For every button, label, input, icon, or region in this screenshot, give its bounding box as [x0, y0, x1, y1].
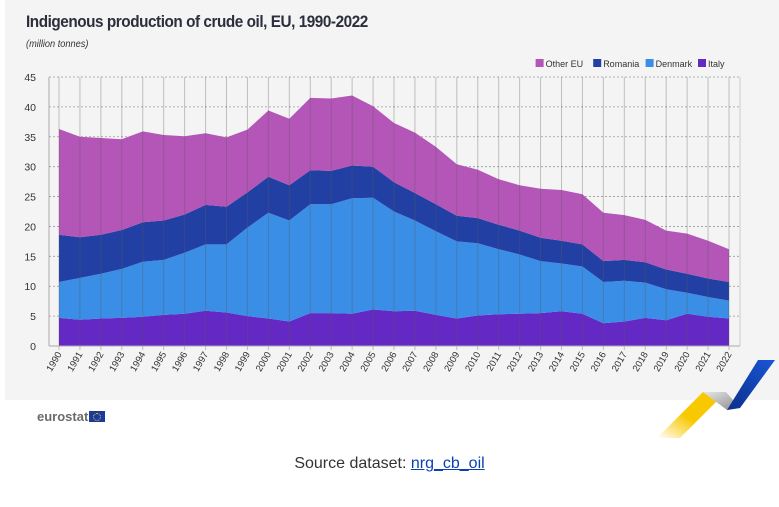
y-tick-label: 35 [24, 132, 36, 144]
x-tick-label: 2002 [296, 350, 316, 374]
y-tick-label: 10 [24, 281, 36, 293]
x-tick-label: 2018 [631, 350, 651, 374]
area-denmark [59, 197, 729, 324]
decorative-ribbon-icon [657, 360, 775, 438]
x-tick-label: 2007 [400, 350, 420, 374]
x-tick-label: 2013 [526, 350, 546, 374]
legend-swatch [593, 59, 602, 67]
legend-label: Romania [603, 59, 639, 69]
logo-text: eurostat [37, 409, 89, 424]
x-tick-label: 2008 [421, 350, 441, 374]
legend-swatch [535, 59, 544, 67]
source-dataset-link[interactable]: nrg_cb_oil [410, 455, 485, 472]
x-tick-label: 2004 [338, 350, 358, 374]
y-tick-label: 15 [24, 251, 36, 263]
x-tick-label: 2000 [254, 350, 274, 374]
area-series [59, 95, 729, 346]
y-tick-label: 40 [24, 102, 36, 114]
legend-item-denmark[interactable]: Denmark [645, 59, 693, 69]
x-tick-label: 1999 [233, 350, 253, 374]
vertical-grid-lines [58, 77, 741, 350]
x-tick-label: 1995 [149, 350, 169, 374]
legend-item-other-eu[interactable]: Other EU [535, 59, 584, 69]
y-tick-label: 45 [24, 72, 36, 84]
legend-item-romania[interactable]: Romania [593, 59, 639, 69]
x-tick-label: 2015 [568, 350, 588, 374]
x-tick-label: 2014 [547, 350, 567, 374]
y-tick-label: 25 [24, 192, 36, 204]
x-tick-label: 1994 [128, 350, 148, 374]
y-tick-label: 5 [30, 311, 36, 323]
x-tick-label: 1992 [86, 350, 106, 374]
x-tick-label: 1997 [191, 350, 211, 374]
eurostat-logo: eurostat [37, 409, 106, 424]
area-italy [59, 309, 729, 346]
x-tick-label: 2011 [485, 350, 505, 373]
x-tick-label: 1998 [212, 350, 232, 374]
x-tick-label: 2003 [317, 350, 337, 374]
area-other-eu [59, 95, 729, 282]
x-tick-label: 2009 [442, 350, 462, 374]
source-label: Source dataset: [294, 455, 411, 472]
eu-flag-icon [89, 411, 106, 422]
x-tick-label: 1996 [170, 350, 190, 374]
chart-title: Indigenous production of crude oil, EU, … [26, 12, 368, 31]
axes [48, 77, 740, 347]
y-tick-label: 0 [30, 341, 36, 353]
y-tick-labels: 0 5 10 15 20 25 30 35 40 45 [24, 72, 36, 353]
area-romania [59, 165, 729, 301]
legend-label: Other EU [546, 59, 584, 69]
x-tick-label: 2012 [505, 350, 525, 374]
legend-label: Denmark [656, 59, 693, 69]
x-tick-label: 2010 [463, 350, 483, 374]
x-tick-label: 2005 [359, 350, 379, 374]
y-tick-label: 30 [24, 162, 36, 174]
legend-swatch [645, 59, 654, 67]
x-tick-label: 2001 [275, 350, 295, 374]
x-tick-label: 1993 [107, 350, 127, 374]
legend: Other EU Romania Denmark Italy [535, 59, 725, 69]
x-tick-labels: 1990 1991 1992 1993 1994 1995 1996 1997 1998 1999… [45, 350, 735, 374]
x-tick-label: 2006 [380, 350, 400, 374]
x-tick-label: 2016 [589, 350, 609, 374]
x-tick-label: 2017 [610, 350, 630, 374]
chart-subtitle: (million tonnes) [26, 39, 89, 50]
legend-swatch [698, 59, 706, 67]
legend-label: Italy [708, 59, 725, 69]
x-tick-label: 1991 [65, 350, 85, 374]
source-line: Source dataset: nrg_cb_oil [0, 455, 779, 473]
x-tick-label: 1990 [45, 350, 65, 374]
y-tick-label: 20 [24, 221, 36, 233]
legend-item-italy[interactable]: Italy [698, 59, 725, 69]
